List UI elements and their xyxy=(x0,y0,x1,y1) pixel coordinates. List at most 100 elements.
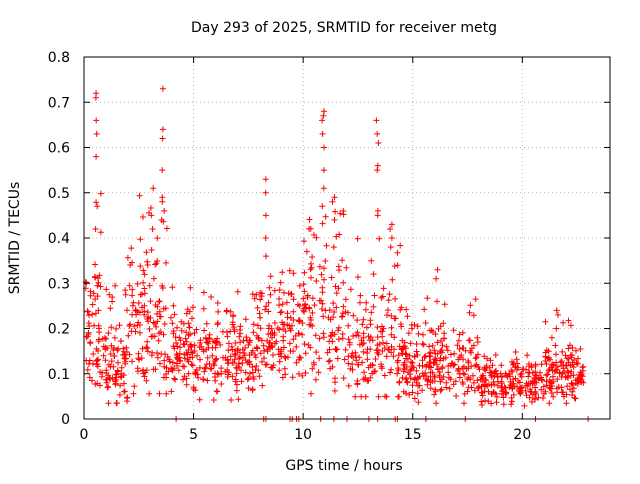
data-point xyxy=(313,349,320,356)
data-point xyxy=(146,326,153,332)
data-point xyxy=(355,274,361,281)
data-point xyxy=(187,284,194,291)
data-point xyxy=(306,321,313,328)
data-point xyxy=(412,375,419,382)
data-point xyxy=(564,355,571,362)
data-point xyxy=(446,374,452,381)
data-point xyxy=(115,345,122,352)
data-point xyxy=(275,351,282,358)
data-point xyxy=(445,369,452,376)
data-point xyxy=(374,346,381,353)
data-point xyxy=(182,335,189,342)
data-point xyxy=(225,371,232,378)
data-point xyxy=(112,282,119,289)
data-point xyxy=(148,333,155,340)
data-point xyxy=(235,396,242,403)
data-point xyxy=(395,365,402,372)
data-point xyxy=(295,370,302,377)
data-point xyxy=(256,310,263,317)
data-point xyxy=(322,258,329,264)
data-point xyxy=(285,354,291,361)
data-point xyxy=(445,363,452,369)
data-point xyxy=(128,245,135,252)
data-point xyxy=(286,340,293,347)
y-tick-label: 0.2 xyxy=(48,322,70,338)
data-point xyxy=(471,387,478,394)
data-point xyxy=(335,336,342,343)
data-point xyxy=(364,356,371,363)
data-point xyxy=(321,276,327,283)
data-point xyxy=(225,340,232,347)
data-point xyxy=(282,371,289,378)
data-point xyxy=(431,347,438,354)
data-point xyxy=(579,373,586,380)
data-point xyxy=(185,320,192,327)
data-point xyxy=(195,374,202,381)
data-point xyxy=(364,350,371,356)
data-point xyxy=(543,372,550,379)
data-point xyxy=(170,302,177,309)
data-point xyxy=(268,325,275,332)
data-point xyxy=(295,330,302,337)
data-point xyxy=(366,337,373,344)
data-point xyxy=(431,391,438,398)
data-point xyxy=(312,376,319,383)
data-point xyxy=(323,242,330,249)
data-point xyxy=(150,275,157,282)
data-point xyxy=(345,336,352,343)
data-point xyxy=(217,341,224,348)
data-point xyxy=(286,267,293,274)
data-point xyxy=(365,364,372,371)
data-point xyxy=(234,288,241,295)
y-tick-label: 0.5 xyxy=(48,186,70,202)
data-point xyxy=(388,313,395,319)
data-point xyxy=(380,285,387,292)
data-point xyxy=(265,299,272,306)
data-point xyxy=(102,357,109,364)
data-point xyxy=(575,355,581,362)
data-point xyxy=(481,366,488,372)
data-point xyxy=(367,346,374,353)
data-point xyxy=(248,350,255,356)
data-point xyxy=(470,342,477,349)
data-point xyxy=(572,395,579,402)
data-point xyxy=(112,371,119,378)
data-point xyxy=(428,364,434,371)
data-point xyxy=(532,372,539,379)
data-point xyxy=(387,226,394,232)
data-point xyxy=(107,376,114,383)
data-point xyxy=(431,356,438,363)
data-point xyxy=(479,392,486,399)
data-point xyxy=(419,357,426,364)
data-point xyxy=(130,390,137,397)
data-point xyxy=(394,370,401,377)
data-point xyxy=(454,342,461,349)
data-point xyxy=(202,364,209,371)
data-point xyxy=(150,319,157,326)
data-point xyxy=(492,352,499,358)
data-point xyxy=(208,294,215,300)
data-point xyxy=(111,353,118,359)
data-point xyxy=(231,356,238,363)
data-point xyxy=(129,358,136,365)
data-point xyxy=(508,401,515,408)
data-point xyxy=(284,310,291,317)
data-point xyxy=(542,354,549,360)
data-point xyxy=(577,346,584,352)
data-point xyxy=(538,386,545,393)
data-point xyxy=(459,344,466,351)
data-point xyxy=(296,282,303,289)
data-point xyxy=(194,352,200,359)
data-point xyxy=(420,372,427,379)
data-point xyxy=(440,355,447,362)
data-point xyxy=(215,308,222,315)
data-point xyxy=(345,360,352,367)
data-point xyxy=(336,231,343,238)
data-point xyxy=(115,359,121,366)
data-point xyxy=(218,381,225,387)
data-point xyxy=(554,363,561,370)
data-point xyxy=(268,343,275,350)
tick-label-layer: 0 5 10 15 20 0 0.1 0.2 0.3 0.4 0.5 0.6 0.7 0.8 xyxy=(48,50,532,443)
data-point xyxy=(547,356,553,363)
data-point xyxy=(289,374,296,381)
